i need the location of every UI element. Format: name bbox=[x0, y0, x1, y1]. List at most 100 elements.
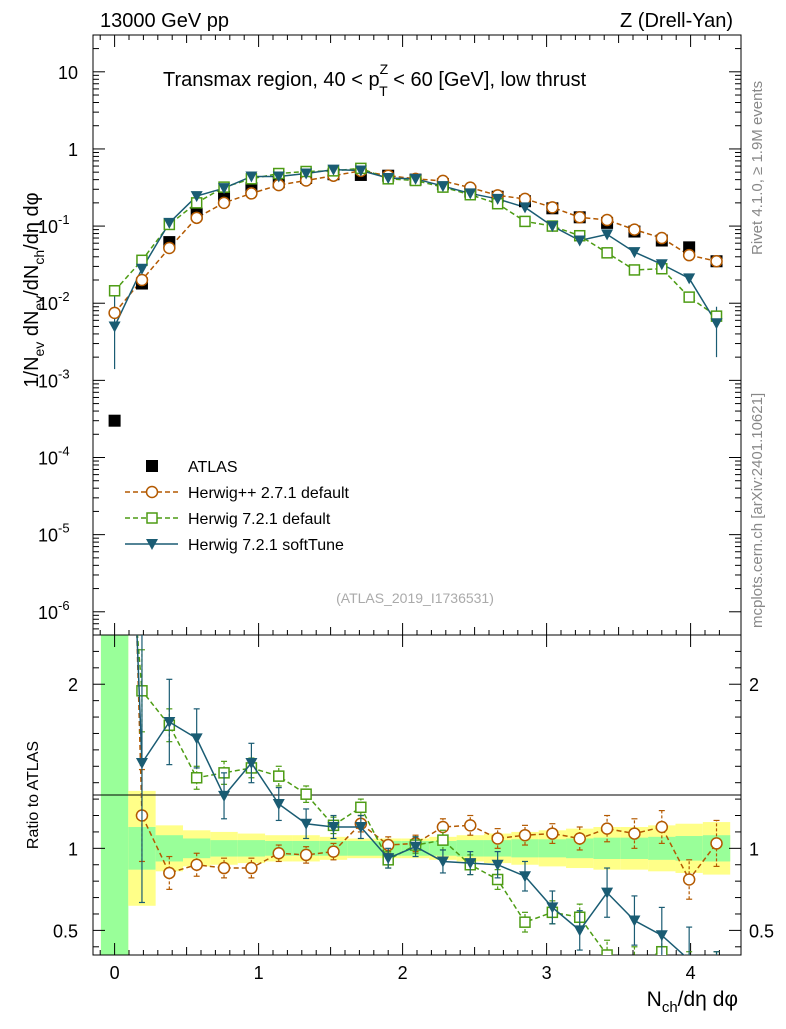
data-point bbox=[190, 211, 203, 225]
ylabel-b: dN bbox=[21, 311, 43, 342]
ratio-content bbox=[135, 635, 723, 986]
data-point bbox=[327, 164, 340, 176]
ratio-point bbox=[519, 916, 531, 928]
x-tick-label: 0 bbox=[110, 963, 120, 983]
ratio-point bbox=[300, 788, 312, 800]
ratio-point bbox=[327, 845, 340, 858]
data-point bbox=[682, 248, 696, 262]
ratio-point bbox=[300, 818, 313, 830]
ratio-point bbox=[190, 858, 203, 871]
ratio-point bbox=[355, 801, 367, 814]
axes: 0 1 2 3 4 10-6 10-5 10-4 10-3 10-2 10-1 1 10 0.5 0.5 1 1… bbox=[38, 34, 774, 983]
rivet-version-label: Rivet 4.1.0, ≥ 1.9M events bbox=[749, 81, 766, 255]
title-sub: T bbox=[379, 83, 388, 99]
xlabel-a: N bbox=[647, 988, 662, 1011]
ratio-point bbox=[546, 827, 559, 840]
mcplots-source-label: mcplots.cern.ch [arXiv:2401.10621] bbox=[749, 393, 766, 628]
legend-label: Herwig 7.2.1 default bbox=[188, 511, 331, 528]
ratio-point bbox=[491, 859, 504, 871]
data-point bbox=[491, 193, 504, 205]
data-point bbox=[601, 229, 614, 241]
legend: ATLAS Herwig++ 2.7.1 default Herwig 7.2.1 … bbox=[125, 459, 350, 554]
ratio-band-inner bbox=[347, 840, 375, 856]
ratio-point bbox=[354, 822, 367, 833]
ratio-point bbox=[573, 832, 586, 845]
ratio-point bbox=[600, 822, 614, 835]
ratio-point bbox=[601, 887, 614, 899]
data-point bbox=[190, 191, 203, 203]
ratio-point bbox=[629, 958, 639, 968]
y-tick-label: 10-3 bbox=[38, 366, 70, 391]
ratio-point bbox=[712, 976, 722, 986]
data-point bbox=[655, 259, 668, 271]
data-point bbox=[300, 168, 313, 180]
data-point bbox=[628, 264, 641, 276]
ratio-point bbox=[518, 828, 532, 842]
title-sup: Z bbox=[380, 61, 389, 77]
y-tick-label: 1 bbox=[68, 140, 78, 160]
data-point bbox=[108, 306, 121, 320]
ratio-point bbox=[272, 847, 286, 860]
data-point bbox=[464, 188, 477, 200]
ratio-point bbox=[546, 902, 559, 914]
ratio-band-inner bbox=[675, 836, 703, 861]
ratio-point bbox=[601, 949, 613, 955]
ratio-point bbox=[491, 832, 504, 845]
ratio-tick-label-right: 1 bbox=[749, 839, 759, 859]
data-point bbox=[601, 247, 613, 259]
x-tick-label: 1 bbox=[254, 963, 264, 983]
data-point bbox=[546, 201, 559, 214]
ratio-point bbox=[519, 871, 531, 883]
ratio-band-inner bbox=[183, 838, 211, 859]
data-point bbox=[573, 235, 586, 247]
ylabel-sub3: ch bbox=[31, 250, 47, 265]
ratio-tick-label-left: 0.5 bbox=[53, 921, 78, 941]
data-point bbox=[519, 215, 531, 228]
ratio-point bbox=[218, 790, 231, 802]
data-point bbox=[519, 202, 531, 214]
xlabel-sub: ch bbox=[662, 999, 678, 1016]
legend-label: Herwig 7.2.1 softTune bbox=[188, 537, 344, 554]
ratio-band-inner bbox=[511, 839, 539, 858]
ratio-point bbox=[273, 770, 285, 782]
ratio-point bbox=[327, 822, 340, 833]
legend-marker bbox=[146, 512, 158, 524]
data-point bbox=[628, 247, 641, 259]
ratio-tick-label-right: 0.5 bbox=[749, 921, 774, 941]
data-point bbox=[245, 171, 258, 183]
ylabel-d: /dη dφ bbox=[21, 192, 43, 249]
ratio-point bbox=[628, 915, 641, 927]
ratio-band-inner bbox=[593, 837, 621, 859]
title-part-b: < 60 [GeV], low thrust bbox=[388, 69, 587, 91]
ylabel-sub1: ev bbox=[31, 342, 47, 357]
header-right: Z (Drell-Yan) bbox=[620, 10, 733, 32]
x-tick-label: 4 bbox=[686, 963, 696, 983]
data-point bbox=[135, 263, 148, 275]
data-point bbox=[683, 273, 696, 285]
ratio-band-inner bbox=[538, 839, 567, 858]
series-line-2 bbox=[114, 167, 717, 317]
ratio-tick-label-left: 1 bbox=[68, 839, 78, 859]
title-part-a: Transmax region, 40 < p bbox=[163, 69, 380, 91]
ratio-tick-label-left: 2 bbox=[68, 675, 78, 695]
data-point bbox=[135, 273, 149, 287]
legend-label: ATLAS bbox=[188, 459, 238, 476]
ratio-point bbox=[409, 841, 422, 853]
data-point bbox=[245, 187, 258, 200]
data-point bbox=[108, 321, 121, 333]
data-point bbox=[600, 213, 614, 227]
ratio-point bbox=[135, 758, 148, 769]
ratio-band-inner bbox=[237, 840, 266, 857]
ratio-point bbox=[245, 861, 258, 875]
data-point bbox=[546, 221, 559, 233]
data-point bbox=[683, 291, 695, 303]
data-point bbox=[628, 223, 641, 236]
legend-label: Herwig++ 2.7.1 default bbox=[188, 485, 350, 502]
x-tick-label: 2 bbox=[398, 963, 408, 983]
legend-marker bbox=[146, 460, 158, 472]
ratio-point bbox=[437, 834, 449, 846]
series-line-1 bbox=[114, 170, 717, 314]
data-point bbox=[710, 255, 723, 268]
ratio-point bbox=[628, 827, 641, 840]
